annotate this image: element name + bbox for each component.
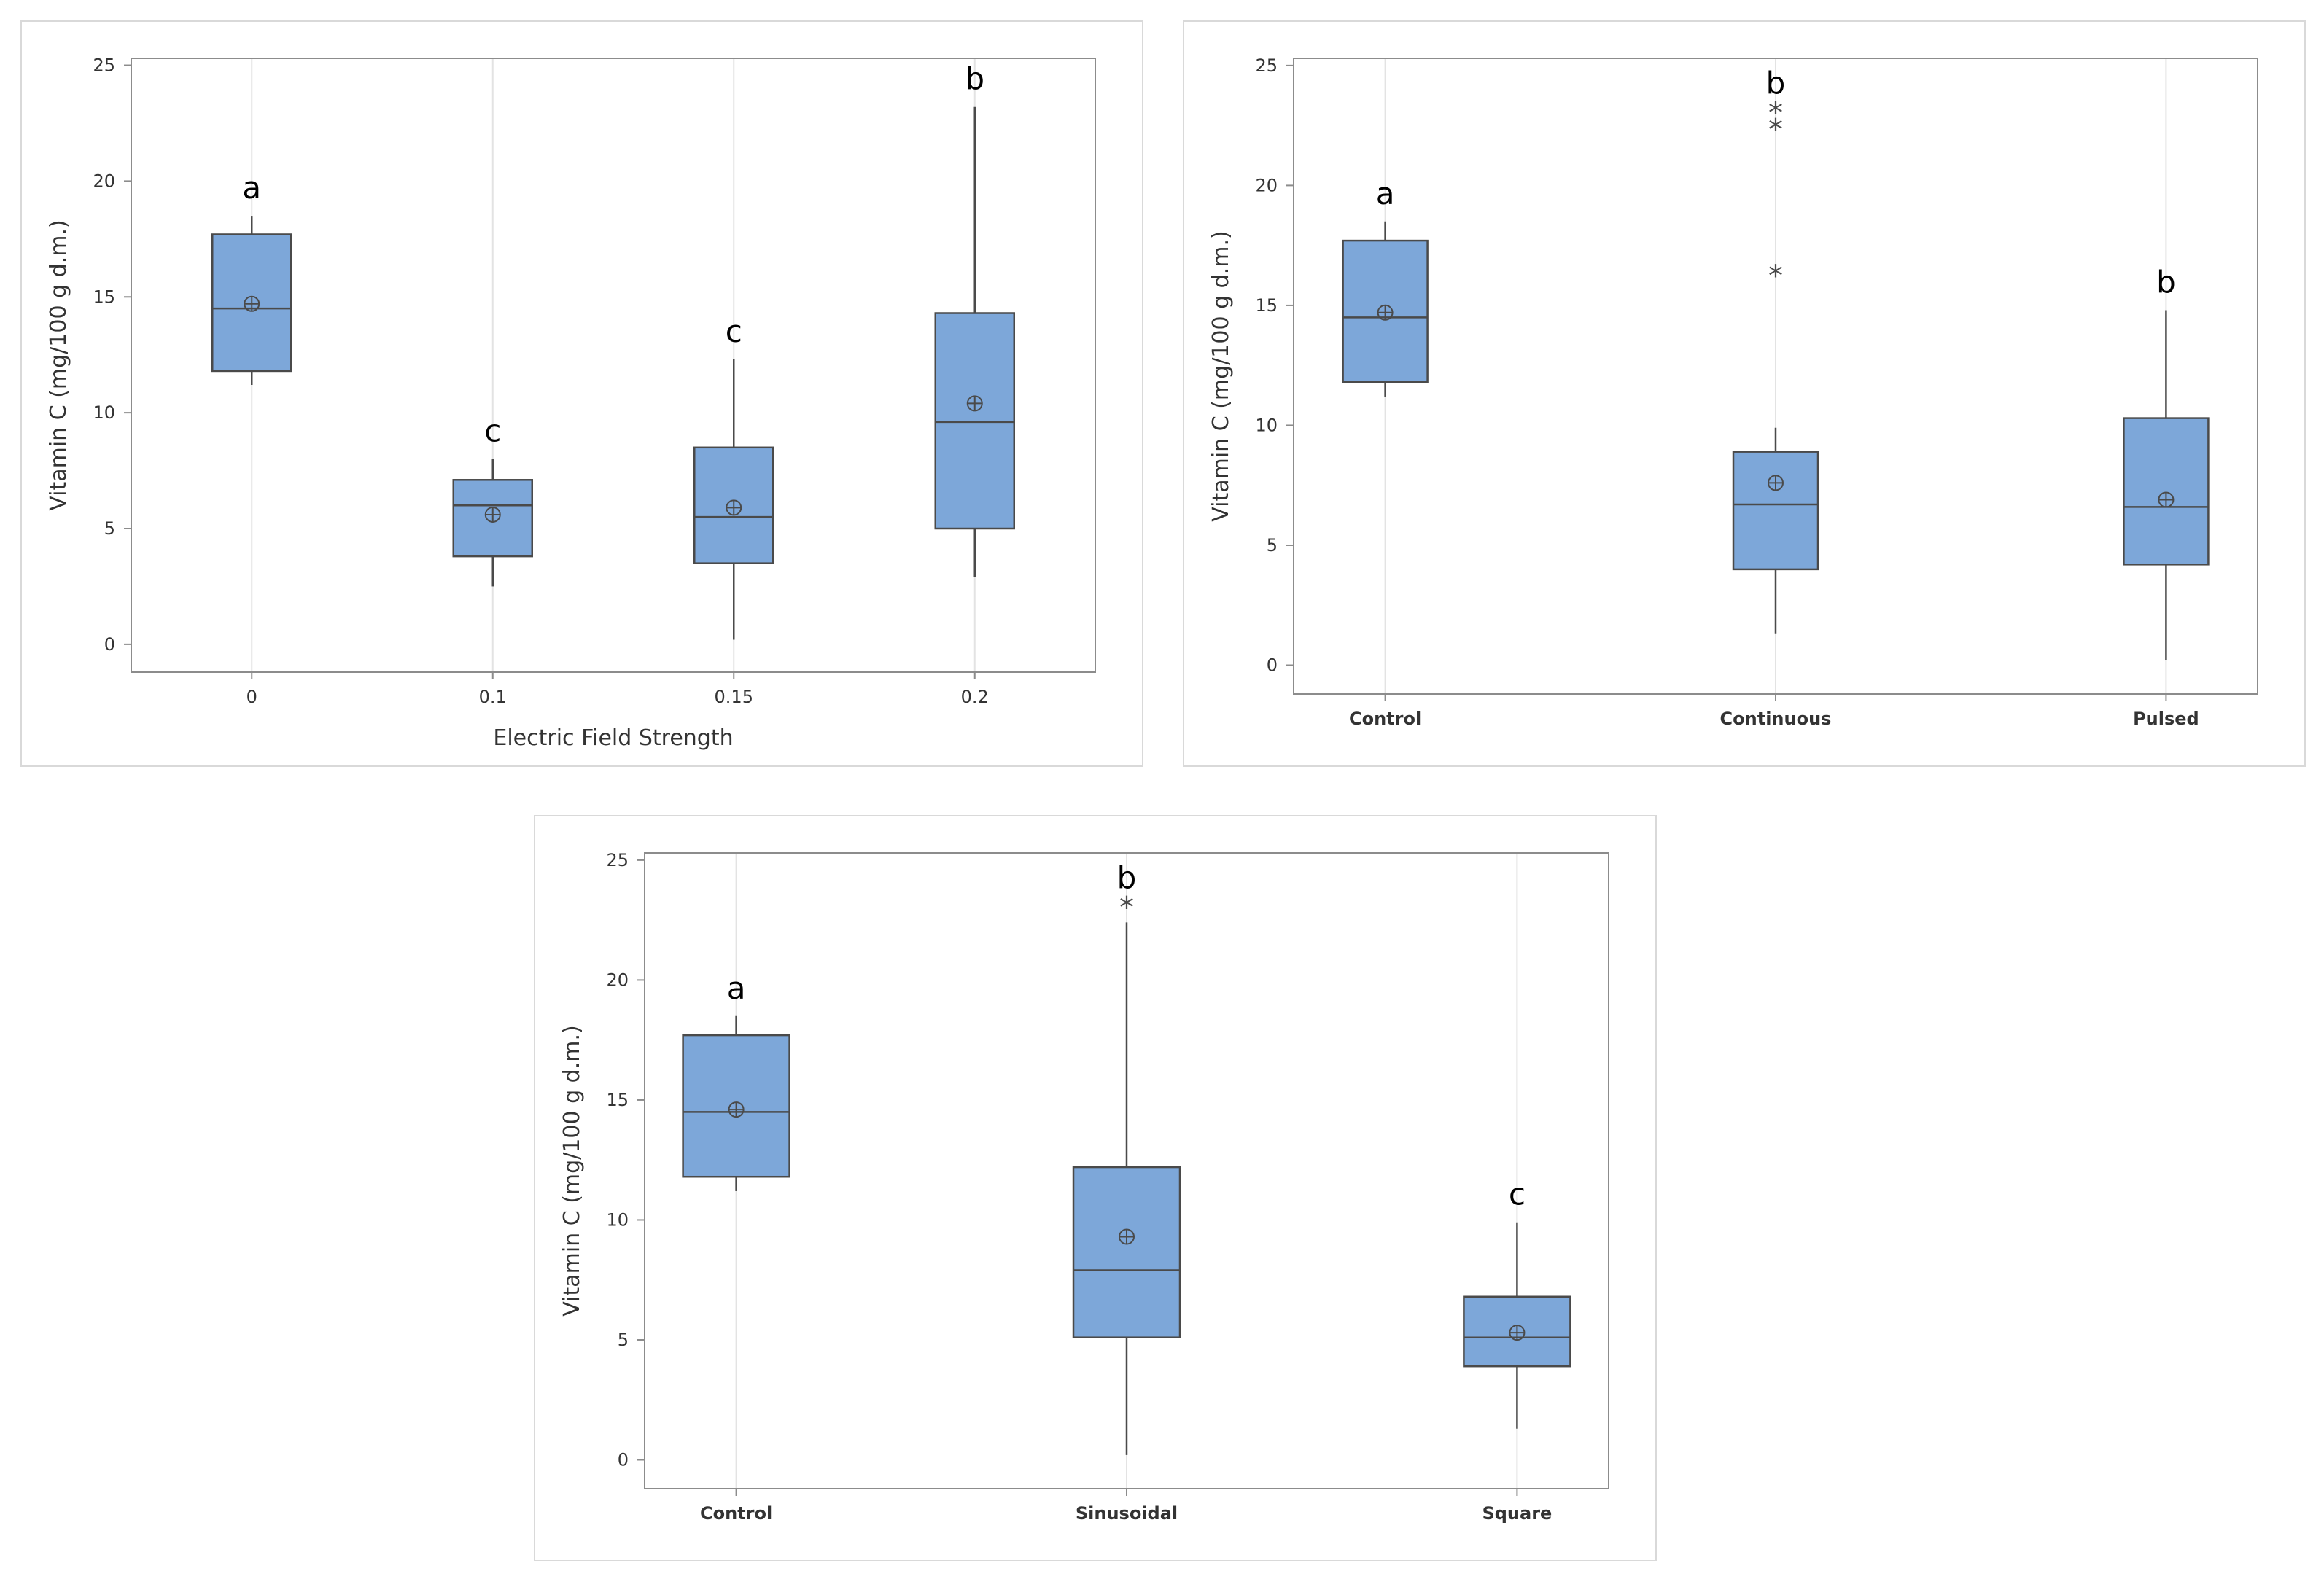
box-group-1: *** (1732, 96, 1819, 634)
y-tick-label: 25 (93, 55, 115, 76)
iqr-box (1342, 239, 1429, 383)
box-group-2 (1463, 1222, 1571, 1429)
box-group-0 (211, 216, 292, 386)
y-tick-label: 15 (1255, 295, 1278, 316)
box-group-0 (1342, 221, 1429, 397)
y-tick-label: 25 (1255, 55, 1278, 76)
y-tick-label: 0 (104, 634, 115, 655)
x-axis-title: Electric Field Strength (493, 725, 733, 751)
significance-letter: b (1766, 65, 1786, 101)
iqr-box (1732, 451, 1819, 571)
x-tick-label: 0.15 (715, 687, 753, 707)
chart-current-mode: 0 5 10 15 20 25 Control Continuous Pulsed Vitamin… (1208, 55, 2258, 729)
y-tick-label: 10 (606, 1209, 629, 1230)
significance-letter: c (1509, 1177, 1526, 1212)
box-group-2 (693, 359, 774, 640)
y-tick-label: 20 (93, 171, 115, 191)
chart-panel-electric-field: 0 5 10 15 20 25 0 0.1 0.15 0.2 Vitamin C (mg/100 g… (20, 20, 1143, 767)
y-tick-label: 15 (93, 286, 115, 307)
x-tick-label: Sinusoidal (1076, 1503, 1178, 1524)
x-tick-label: Continuous (1720, 709, 1832, 729)
chart-electric-field-strength: 0 5 10 15 20 25 0 0.1 0.15 0.2 Vitamin C (mg/100 g… (46, 55, 1096, 751)
plot-frame (131, 58, 1096, 673)
y-axis-title: Vitamin C (mg/100 g d.m.) (46, 219, 71, 510)
y-tick-label: 10 (93, 402, 115, 423)
x-tick-label: Pulsed (2133, 709, 2199, 729)
box-group-1 (452, 459, 533, 587)
box-group-2 (2123, 310, 2210, 660)
y-tick-label: 5 (1267, 535, 1278, 555)
y-tick-label: 0 (618, 1450, 629, 1470)
x-tick-label: 0.2 (961, 687, 989, 707)
y-tick-label: 0 (1267, 655, 1278, 676)
significance-letter: a (1376, 176, 1395, 211)
y-tick-label: 15 (606, 1090, 629, 1110)
iqr-box (934, 312, 1015, 530)
x-tick-label: 0 (246, 687, 257, 707)
y-tick-label: 20 (606, 970, 629, 990)
chart-panel-current-mode: 0 5 10 15 20 25 Control Continuous Pulsed Vitamin… (1183, 20, 2306, 767)
y-axis-title: Vitamin C (mg/100 g d.m.) (1208, 230, 1234, 521)
x-tick-label: 0.1 (479, 687, 507, 707)
significance-letter: c (484, 413, 501, 449)
iqr-box (1072, 1166, 1181, 1338)
box-group-3 (934, 106, 1015, 577)
y-tick-label: 25 (606, 850, 629, 870)
y-tick-label: 20 (1255, 175, 1278, 195)
significance-letter: b (1117, 859, 1137, 895)
y-tick-label: 5 (618, 1330, 629, 1350)
chart-panel-waveform: 0 5 10 15 20 25 Control Sinusoidal Square Vitamin… (534, 815, 1657, 1561)
y-tick-label: 5 (104, 518, 115, 539)
chart-waveform: 0 5 10 15 20 25 Control Sinusoidal Square Vitamin… (559, 850, 1609, 1524)
iqr-box (2123, 417, 2210, 566)
outlier-marker: * (1119, 891, 1134, 924)
box-group-1: * (1072, 891, 1181, 1455)
significance-letter: b (2156, 265, 2176, 300)
outlier-marker: * (1768, 113, 1783, 147)
outlier-marker: * (1768, 260, 1783, 293)
significance-letter: a (242, 170, 261, 206)
significance-letter: c (726, 313, 742, 349)
x-tick-label: Control (700, 1503, 772, 1524)
significance-letter: a (727, 970, 746, 1006)
y-tick-label: 10 (1255, 415, 1278, 435)
x-tick-label: Square (1482, 1503, 1552, 1524)
x-tick-label: Control (1349, 709, 1421, 729)
box-group-0 (682, 1015, 790, 1191)
y-axis-title: Vitamin C (mg/100 g d.m.) (559, 1025, 585, 1316)
significance-letter: b (965, 61, 984, 97)
outlier-marker: * (1768, 96, 1783, 130)
